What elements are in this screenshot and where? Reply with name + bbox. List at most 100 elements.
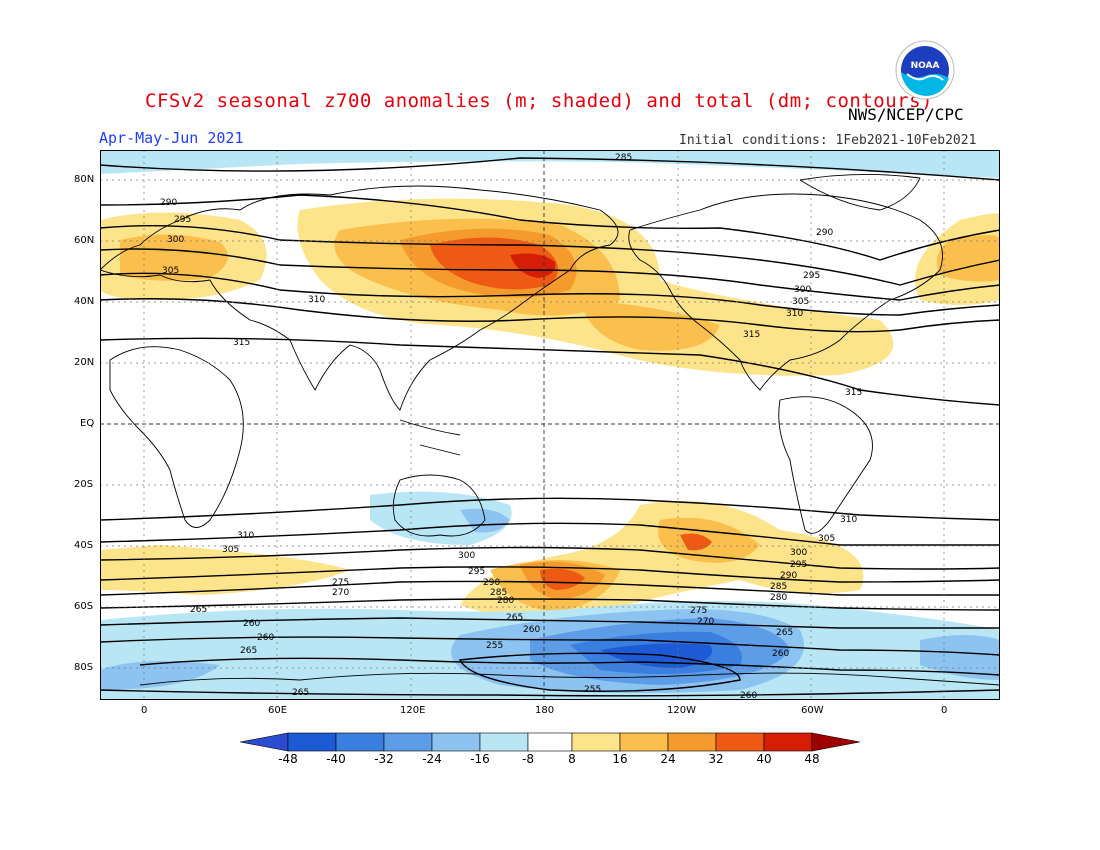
contour-label: 310	[308, 295, 325, 305]
contour-label: 270	[697, 617, 714, 627]
lat-label: 40S	[74, 540, 94, 551]
contour-label: 255	[584, 685, 601, 695]
contour-line	[100, 272, 1000, 316]
contour-label: 305	[792, 297, 809, 307]
contour-label: 285	[490, 588, 507, 598]
contour-label: 295	[790, 560, 807, 570]
contour-label: 280	[770, 593, 787, 603]
contour-label: 265	[506, 613, 523, 623]
contour-label: 305	[818, 534, 835, 544]
coastline-australia	[392, 474, 486, 537]
colorbar-swatch	[383, 732, 433, 752]
major-lines	[100, 150, 1000, 700]
colorbar-tick: -32	[374, 752, 394, 766]
contour-label: 255	[486, 641, 503, 651]
coastline-antarctica	[139, 672, 1000, 686]
coastline-indonesia	[399, 419, 461, 456]
colorbar-arrow-left	[240, 732, 289, 752]
agency-label: NWS/NCEP/CPC	[848, 105, 964, 124]
coastline-north-america	[628, 193, 943, 391]
contour-line	[100, 598, 1000, 611]
colorbar-tick: 24	[660, 752, 676, 766]
contour-label: 265	[292, 688, 309, 698]
contour-label: 315	[743, 330, 760, 340]
map-title: CFSv2 seasonal z700 anomalies (m; shaded…	[145, 90, 933, 112]
anomaly-region	[120, 234, 228, 281]
lon-label: 0	[141, 705, 148, 716]
noaa-logo-text: NOAA	[911, 61, 940, 71]
contour-label: 285	[770, 582, 787, 592]
colorbar-swatch	[335, 732, 385, 752]
contour-label: 290	[816, 228, 833, 238]
contour-label: 260	[257, 633, 274, 643]
contour-label: 310	[840, 515, 857, 525]
contour-label: 300	[167, 235, 184, 245]
contour-line	[100, 636, 1000, 656]
colorbar-tick: 48	[804, 752, 820, 766]
contour-line	[100, 497, 1000, 521]
colorbar-swatch	[431, 732, 481, 752]
colorbar-tick: -40	[326, 752, 346, 766]
contour-line	[100, 337, 1000, 406]
map-frame	[100, 150, 1000, 700]
noaa-logo: NOAA	[895, 40, 955, 100]
colorbar-tick: 40	[756, 752, 772, 766]
contour-labels: 285 290 295 300 305 310 315 315 310 305 …	[160, 153, 862, 700]
colorbar-tick: 16	[612, 752, 628, 766]
lat-label: 40N	[74, 296, 95, 307]
coastline-south-america	[778, 396, 873, 534]
coastline-greenland	[799, 173, 921, 211]
contour-label: 280	[497, 596, 514, 606]
contour-label: 285	[615, 153, 632, 163]
contour-line	[100, 566, 1000, 583]
contour-label: 260	[523, 625, 540, 635]
contour-label: 265	[776, 628, 793, 638]
contour-label: 260	[740, 691, 757, 700]
lat-label: 60S	[74, 601, 94, 612]
lat-label: 20N	[74, 357, 95, 368]
contour-label: 305	[162, 266, 179, 276]
anomaly-region	[920, 635, 1000, 680]
anomaly-region	[430, 237, 558, 290]
contour-label: 290	[483, 578, 500, 588]
contour-line	[100, 298, 1000, 333]
colorbar-tick: -16	[470, 752, 490, 766]
contour-label: 300	[794, 285, 811, 295]
colorbar-swatch	[619, 732, 669, 752]
contour-line	[100, 225, 1000, 286]
lon-label: 120E	[400, 705, 426, 716]
colorbar-swatch	[763, 732, 813, 752]
colorbar-arrow-right	[811, 732, 860, 752]
contour-line	[100, 248, 1000, 301]
colorbar	[240, 732, 860, 752]
contour-line	[100, 617, 1000, 629]
contour-label: 295	[803, 271, 820, 281]
contour-line	[458, 652, 741, 692]
contour-label: 295	[468, 567, 485, 577]
anomaly-shading	[100, 150, 1000, 700]
forecast-period: Apr-May-Jun 2021	[99, 129, 244, 147]
coastlines	[100, 173, 1000, 686]
lon-label: 180	[535, 705, 555, 716]
anomaly-region	[100, 545, 350, 595]
colorbar-swatch	[527, 732, 573, 752]
colorbar-tick: 32	[708, 752, 724, 766]
colorbar-swatch	[571, 732, 621, 752]
anomaly-map: 285 290 295 300 305 310 315 315 310 305 …	[100, 150, 1000, 700]
lat-label: 20S	[74, 479, 94, 490]
contour-line	[100, 580, 1000, 596]
contour-line	[100, 689, 1000, 697]
contour-line	[100, 522, 1000, 546]
contour-label: 300	[790, 548, 807, 558]
colorbar-swatch	[667, 732, 717, 752]
contour-label: 290	[780, 571, 797, 581]
lon-label: 60E	[268, 705, 288, 716]
colorbar-swatch	[479, 732, 529, 752]
lon-label: 120W	[667, 705, 696, 716]
lat-label: 80S	[74, 662, 94, 673]
contour-line	[100, 546, 1000, 570]
contour-label: 275	[690, 606, 707, 616]
colorbar-swatch	[715, 732, 765, 752]
lat-label: EQ	[80, 418, 95, 429]
contour-label: 295	[174, 215, 191, 225]
